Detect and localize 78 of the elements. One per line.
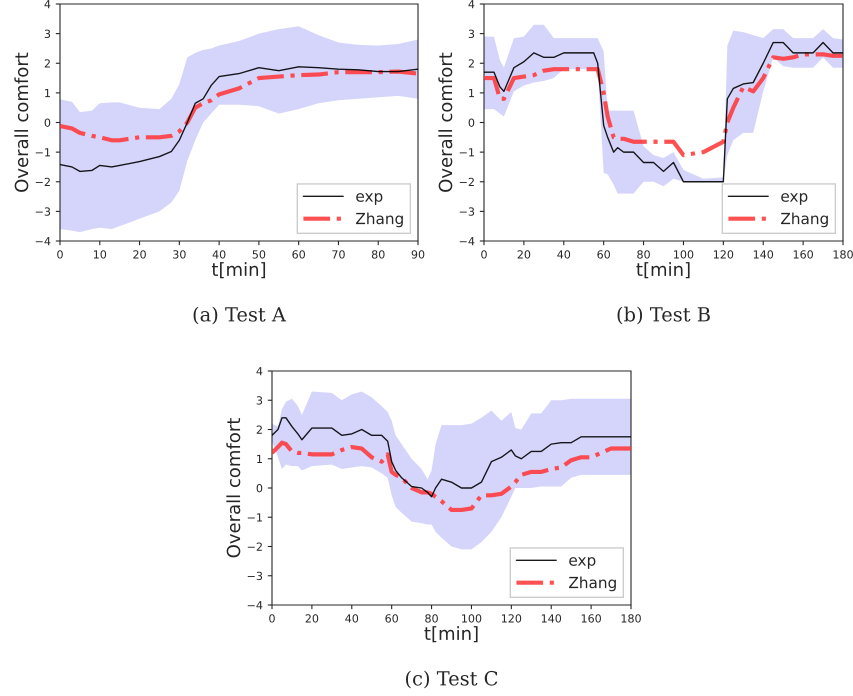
text: (a) Test A — [194, 306, 286, 324]
y-tick-label: −3 — [460, 207, 474, 216]
y-tick-label: −4 — [460, 237, 474, 246]
y-tick-label: −3 — [248, 572, 262, 580]
y-tick-label: 0 — [256, 484, 262, 492]
y-tick-label: 1 — [257, 454, 262, 463]
x-tick-label: 50 — [252, 250, 266, 259]
y-tick-label: 2 — [256, 425, 262, 434]
y-tick-label: 4 — [44, 0, 50, 8]
legend-label: exp — [781, 193, 808, 205]
x-axis-title: t[min] — [212, 262, 266, 278]
y-tick-label: 3 — [468, 30, 474, 38]
line-series — [484, 42, 843, 182]
x-axis-title: t[min] — [636, 262, 690, 278]
y-tick-label: −2 — [248, 542, 262, 551]
x-tick-label: 60 — [385, 614, 398, 623]
x-tick-label: 90 — [412, 250, 424, 259]
x-tick-label: 80 — [425, 614, 438, 623]
x-tick-label: 40 — [345, 614, 358, 623]
legend-label: exp — [569, 557, 596, 569]
x-tick-label: 20 — [518, 250, 530, 259]
x-tick-label: 120 — [714, 250, 734, 259]
x-tick-label: 0 — [481, 250, 487, 259]
text: (b) Test B — [618, 306, 710, 324]
x-tick-label: 160 — [794, 250, 813, 259]
x-tick-label: 60 — [597, 250, 610, 259]
y-tick-label: 3 — [44, 30, 50, 38]
x-tick-label: 100 — [674, 250, 694, 259]
legend-label: exp — [356, 193, 382, 205]
x-tick-label: 80 — [372, 250, 385, 259]
x-tick-label: 10 — [94, 250, 106, 259]
y-tick-label: −1 — [460, 148, 474, 156]
x-tick-label: 0 — [57, 250, 63, 259]
x-tick-label: 40 — [557, 250, 570, 259]
x-tick-label: 180 — [834, 250, 853, 259]
y-tick-label: 4 — [468, 0, 474, 8]
text: (c) Test C — [406, 670, 498, 688]
x-axis-title: t[min] — [424, 626, 478, 642]
line-series — [272, 417, 631, 498]
y-tick-label: 1 — [469, 88, 474, 98]
y-tick-label: 0 — [468, 118, 474, 127]
y-axis-title: Overall comfort — [226, 418, 240, 558]
x-tick-label: 20 — [133, 250, 146, 259]
legend-label: Zhang — [569, 576, 616, 592]
y-tick-label: −4 — [248, 601, 262, 610]
line-series — [60, 69, 418, 142]
y-tick-label: 3 — [256, 396, 262, 405]
y-tick-label: −1 — [248, 513, 262, 522]
x-tick-label: 0 — [269, 614, 275, 623]
y-tick-label: 4 — [256, 367, 262, 376]
x-tick-label: 40 — [212, 250, 226, 259]
x-tick-label: 100 — [462, 614, 482, 623]
legend-label: Zhang — [356, 212, 403, 228]
line-series — [484, 52, 843, 158]
x-tick-label: 140 — [542, 614, 562, 623]
y-tick-label: −2 — [460, 178, 474, 186]
x-tick-label: 30 — [173, 250, 186, 259]
line-series — [60, 66, 418, 172]
y-tick-label: 2 — [468, 59, 474, 68]
x-tick-label: 140 — [754, 250, 774, 259]
y-tick-label: −1 — [36, 148, 50, 156]
y-tick-label: 0 — [44, 118, 50, 127]
y-tick-label: −4 — [36, 237, 50, 246]
x-tick-label: 120 — [502, 614, 522, 623]
line-series — [272, 440, 631, 512]
y-tick-label: −3 — [36, 207, 50, 216]
legend-label: Zhang — [781, 212, 828, 228]
x-tick-label: 80 — [637, 250, 650, 259]
y-axis-title: Overall comfort — [14, 52, 28, 192]
x-tick-label: 20 — [306, 614, 318, 623]
x-tick-label: 60 — [292, 250, 305, 259]
y-axis-title: Overall comfort — [438, 52, 452, 192]
x-tick-label: 180 — [622, 614, 641, 623]
x-tick-label: 160 — [582, 614, 601, 623]
y-tick-label: −2 — [36, 178, 50, 186]
y-tick-label: 1 — [45, 88, 50, 98]
y-tick-label: 2 — [44, 59, 50, 68]
x-tick-label: 70 — [332, 250, 345, 259]
